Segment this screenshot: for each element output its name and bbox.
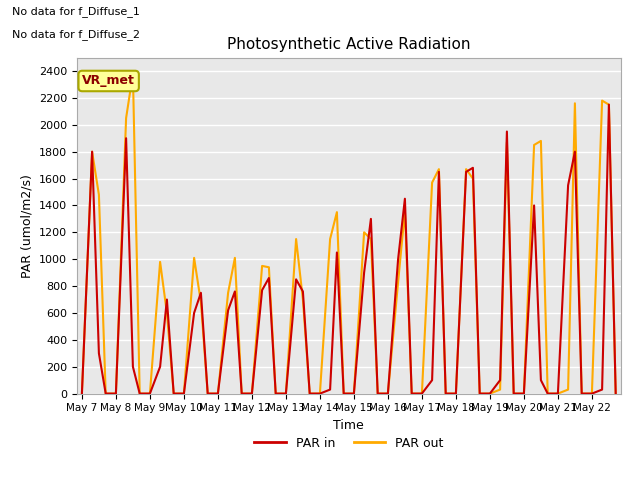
Y-axis label: PAR (umol/m2/s): PAR (umol/m2/s) — [20, 174, 33, 277]
Text: VR_met: VR_met — [82, 74, 135, 87]
Title: Photosynthetic Active Radiation: Photosynthetic Active Radiation — [227, 37, 470, 52]
Legend: PAR in, PAR out: PAR in, PAR out — [250, 432, 448, 455]
Text: No data for f_Diffuse_1: No data for f_Diffuse_1 — [12, 6, 140, 17]
X-axis label: Time: Time — [333, 419, 364, 432]
Text: No data for f_Diffuse_2: No data for f_Diffuse_2 — [12, 29, 140, 40]
